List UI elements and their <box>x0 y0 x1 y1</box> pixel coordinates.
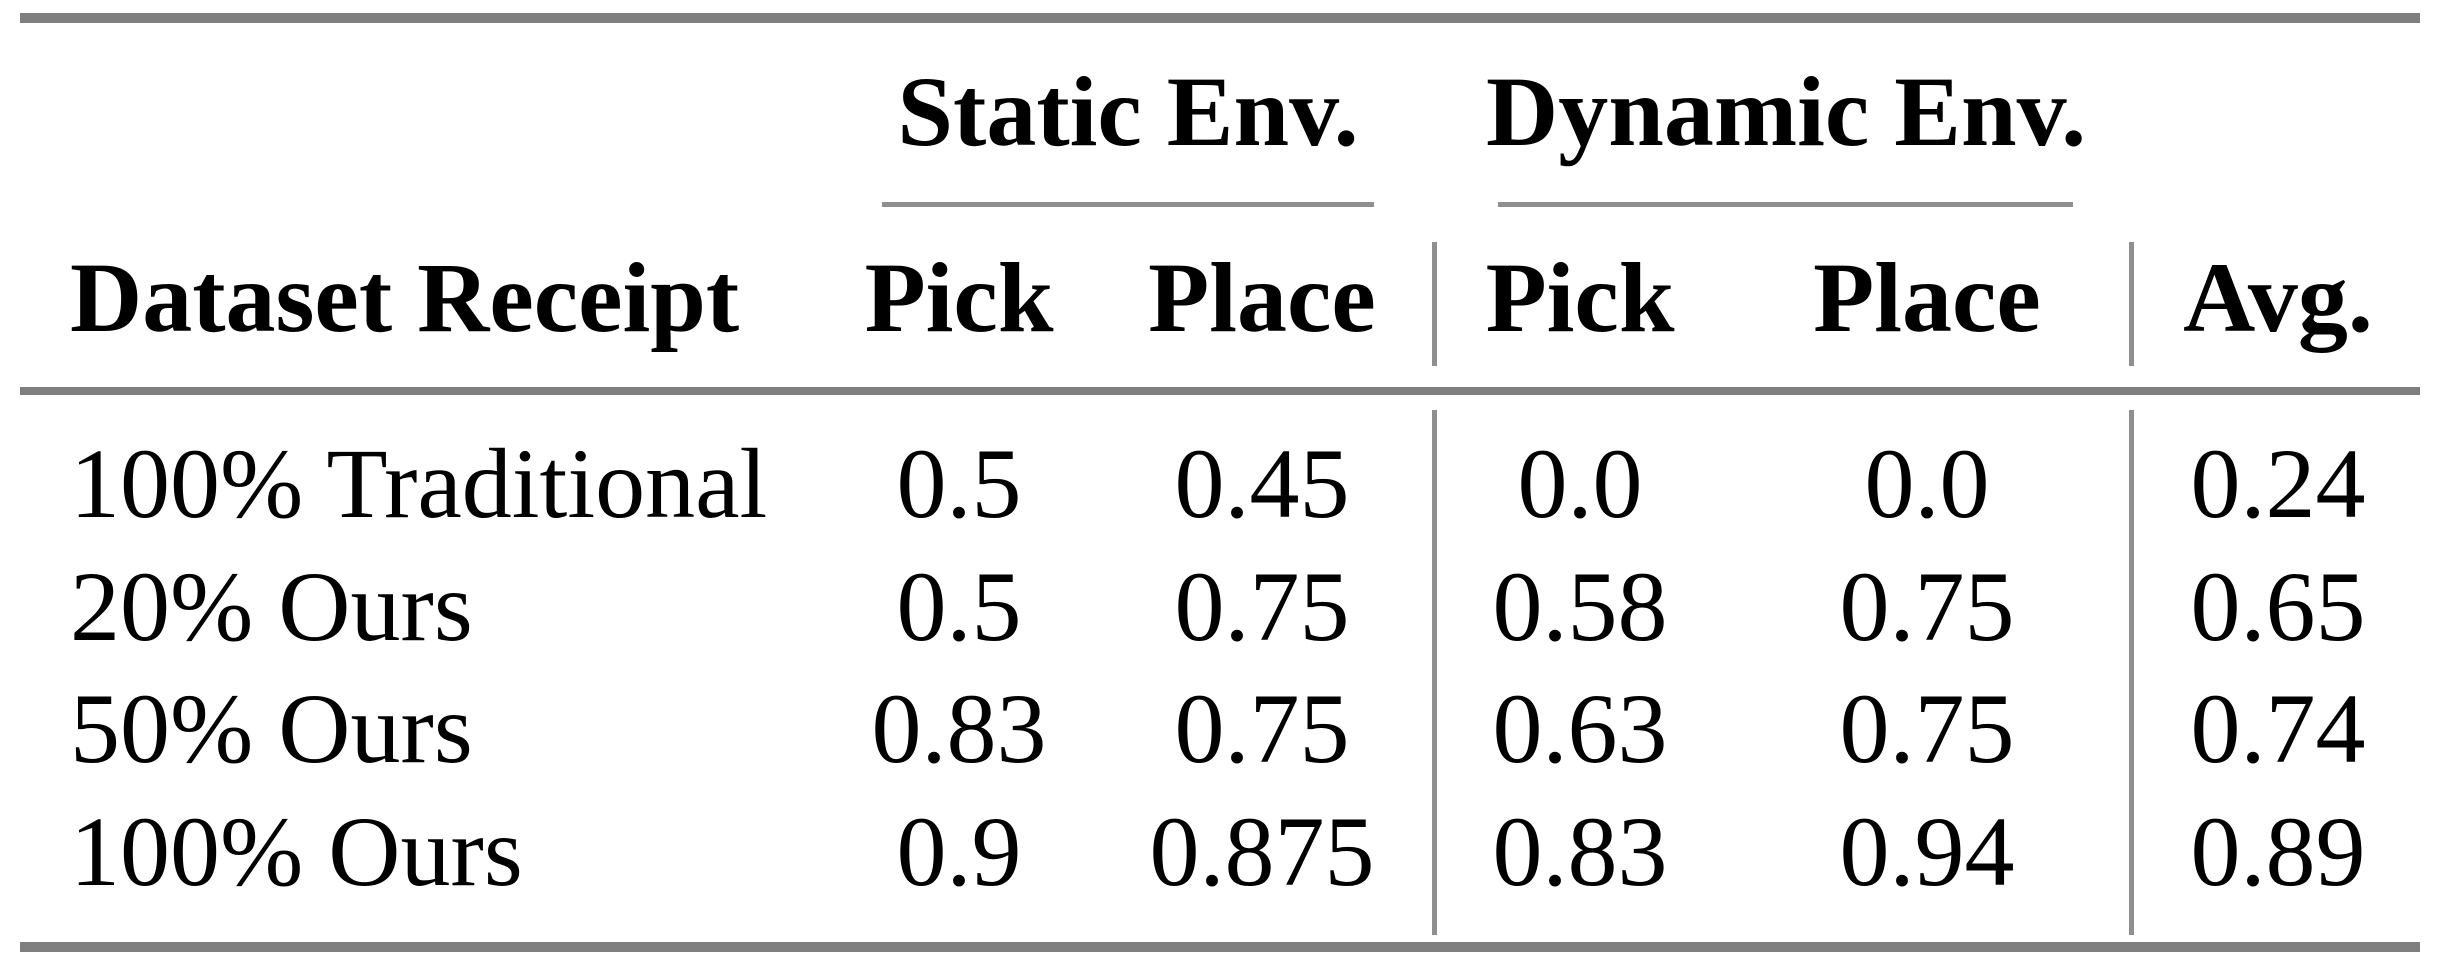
row-2-static-pick: 0.83 <box>871 673 1047 784</box>
row-3-static-place: 0.875 <box>1149 796 1375 907</box>
col-header-static-pick: Pick <box>864 242 1054 353</box>
static-env-cmidrule <box>882 202 1374 207</box>
group-header-dynamic-env: Dynamic Env. <box>1486 56 2087 167</box>
col-header-dynamic-place: Place <box>1813 242 2041 353</box>
row-3-dynamic-place: 0.94 <box>1839 796 2015 907</box>
row-3-static-pick: 0.9 <box>896 796 1022 907</box>
row-3-label: 100% Ours <box>70 796 523 907</box>
row-0-dynamic-place: 0.0 <box>1864 428 1990 539</box>
table-bottom-rule <box>20 942 2420 952</box>
col-header-avg: Avg. <box>2183 242 2373 353</box>
dynamic-avg-divider-body <box>2129 410 2134 935</box>
col-header-dynamic-pick: Pick <box>1485 242 1675 353</box>
row-0-static-place: 0.45 <box>1174 428 1350 539</box>
row-2-dynamic-pick: 0.63 <box>1492 673 1668 784</box>
row-2-dynamic-place: 0.75 <box>1839 673 2015 784</box>
col-header-dataset-receipt: Dataset Receipt <box>70 242 740 353</box>
dynamic-env-cmidrule <box>1498 202 2073 207</box>
row-0-label: 100% Traditional <box>70 428 768 539</box>
row-3-avg: 0.89 <box>2190 796 2366 907</box>
row-0-static-pick: 0.5 <box>896 428 1022 539</box>
group-header-static-env: Static Env. <box>897 56 1359 167</box>
row-0-avg: 0.24 <box>2190 428 2366 539</box>
dynamic-avg-divider-header <box>2129 242 2134 366</box>
row-1-avg: 0.65 <box>2190 551 2366 662</box>
row-1-static-place: 0.75 <box>1174 551 1350 662</box>
col-header-static-place: Place <box>1148 242 1376 353</box>
row-1-dynamic-pick: 0.58 <box>1492 551 1668 662</box>
table-top-rule <box>20 13 2420 23</box>
row-2-static-place: 0.75 <box>1174 673 1350 784</box>
row-1-dynamic-place: 0.75 <box>1839 551 2015 662</box>
row-0-dynamic-pick: 0.0 <box>1517 428 1643 539</box>
static-dynamic-divider-body <box>1432 410 1437 935</box>
row-3-dynamic-pick: 0.83 <box>1492 796 1668 907</box>
header-body-separator-rule <box>20 387 2420 395</box>
row-2-label: 50% Ours <box>70 673 473 784</box>
row-2-avg: 0.74 <box>2190 673 2366 784</box>
static-dynamic-divider-header <box>1432 242 1437 366</box>
row-1-static-pick: 0.5 <box>896 551 1022 662</box>
row-1-label: 20% Ours <box>70 551 473 662</box>
